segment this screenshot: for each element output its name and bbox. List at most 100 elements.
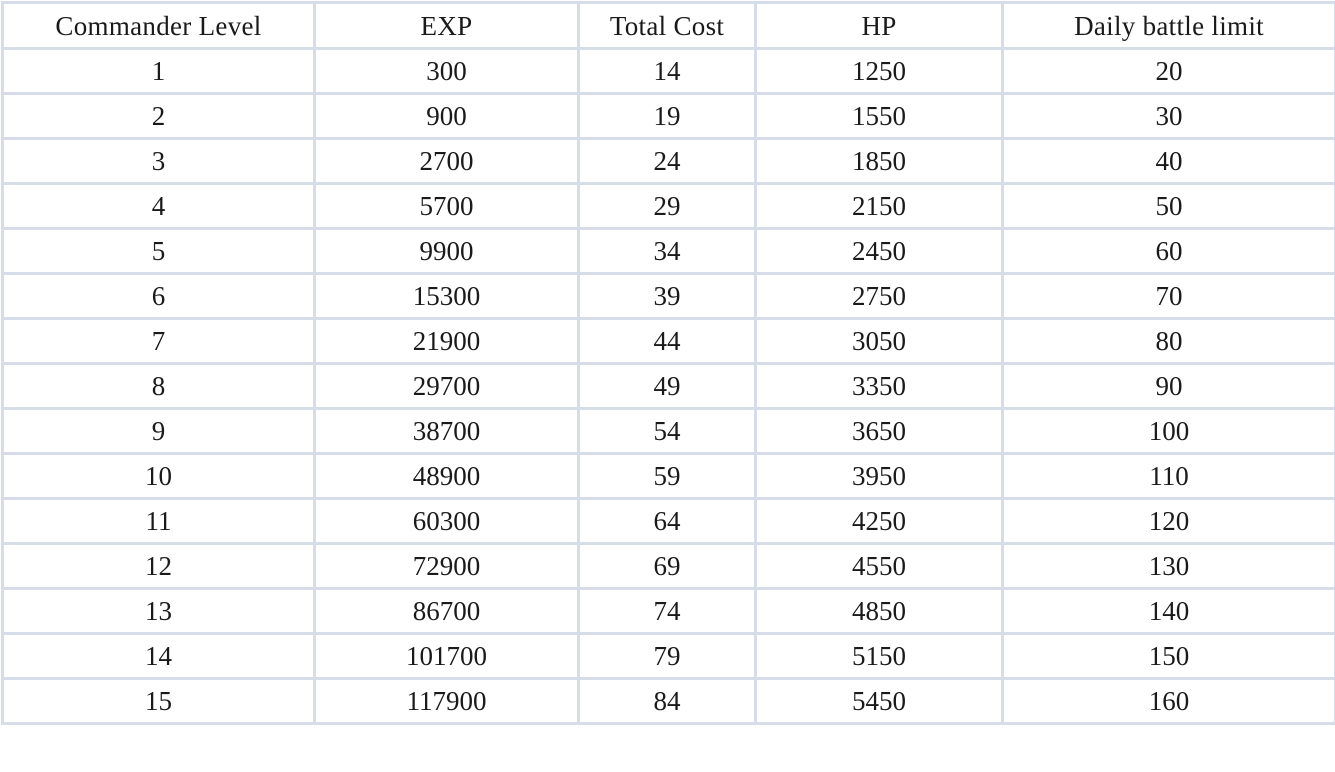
cell-commander-level: 15 [1,677,316,725]
cell-daily-battle-limit: 30 [1001,92,1335,140]
cell-total-cost: 19 [577,92,757,140]
cell-exp: 29700 [313,362,580,410]
cell-commander-level: 2 [1,92,316,140]
cell-total-cost: 49 [577,362,757,410]
cell-exp: 101700 [313,632,580,680]
cell-hp: 1550 [754,92,1004,140]
cell-exp: 48900 [313,452,580,500]
table-row: 11 60300 64 4250 120 [1,497,1335,545]
cell-commander-level: 13 [1,587,316,635]
cell-exp: 86700 [313,587,580,635]
cell-daily-battle-limit: 100 [1001,407,1335,455]
cell-daily-battle-limit: 160 [1001,677,1335,725]
cell-total-cost: 44 [577,317,757,365]
cell-total-cost: 24 [577,137,757,185]
cell-daily-battle-limit: 150 [1001,632,1335,680]
cell-commander-level: 10 [1,452,316,500]
cell-hp: 4550 [754,542,1004,590]
cell-total-cost: 79 [577,632,757,680]
cell-hp: 4850 [754,587,1004,635]
cell-commander-level: 1 [1,47,316,95]
table-row: 5 9900 34 2450 60 [1,227,1335,275]
cell-exp: 117900 [313,677,580,725]
cell-total-cost: 69 [577,542,757,590]
cell-commander-level: 7 [1,317,316,365]
cell-daily-battle-limit: 50 [1001,182,1335,230]
table-row: 2 900 19 1550 30 [1,92,1335,140]
cell-hp: 2150 [754,182,1004,230]
cell-commander-level: 14 [1,632,316,680]
table-row: 7 21900 44 3050 80 [1,317,1335,365]
cell-commander-level: 5 [1,227,316,275]
cell-daily-battle-limit: 110 [1001,452,1335,500]
table-row: 10 48900 59 3950 110 [1,452,1335,500]
cell-total-cost: 54 [577,407,757,455]
cell-daily-battle-limit: 120 [1001,497,1335,545]
cell-daily-battle-limit: 40 [1001,137,1335,185]
header-hp: HP [754,1,1004,50]
cell-commander-level: 8 [1,362,316,410]
cell-commander-level: 4 [1,182,316,230]
header-total-cost: Total Cost [577,1,757,50]
cell-exp: 72900 [313,542,580,590]
table-row: 14 101700 79 5150 150 [1,632,1335,680]
cell-exp: 38700 [313,407,580,455]
commander-level-table: Commander Level EXP Total Cost HP Daily … [1,1,1335,725]
cell-total-cost: 59 [577,452,757,500]
cell-exp: 15300 [313,272,580,320]
cell-hp: 3950 [754,452,1004,500]
table-row: 9 38700 54 3650 100 [1,407,1335,455]
cell-hp: 1250 [754,47,1004,95]
cell-commander-level: 11 [1,497,316,545]
cell-daily-battle-limit: 130 [1001,542,1335,590]
cell-hp: 5450 [754,677,1004,725]
cell-daily-battle-limit: 80 [1001,317,1335,365]
cell-daily-battle-limit: 140 [1001,587,1335,635]
cell-hp: 3650 [754,407,1004,455]
cell-commander-level: 6 [1,272,316,320]
table-row: 8 29700 49 3350 90 [1,362,1335,410]
cell-total-cost: 84 [577,677,757,725]
cell-total-cost: 29 [577,182,757,230]
table-header: Commander Level EXP Total Cost HP Daily … [1,1,1335,50]
cell-total-cost: 14 [577,47,757,95]
cell-total-cost: 39 [577,272,757,320]
cell-exp: 5700 [313,182,580,230]
table-row: 3 2700 24 1850 40 [1,137,1335,185]
cell-hp: 5150 [754,632,1004,680]
table-row: 13 86700 74 4850 140 [1,587,1335,635]
cell-exp: 2700 [313,137,580,185]
cell-hp: 3050 [754,317,1004,365]
cell-exp: 21900 [313,317,580,365]
table-row: 15 117900 84 5450 160 [1,677,1335,725]
cell-exp: 60300 [313,497,580,545]
table-row: 4 5700 29 2150 50 [1,182,1335,230]
cell-exp: 300 [313,47,580,95]
cell-hp: 2450 [754,227,1004,275]
cell-daily-battle-limit: 70 [1001,272,1335,320]
cell-daily-battle-limit: 20 [1001,47,1335,95]
cell-commander-level: 9 [1,407,316,455]
table-row: 12 72900 69 4550 130 [1,542,1335,590]
cell-exp: 900 [313,92,580,140]
cell-total-cost: 34 [577,227,757,275]
header-commander-level: Commander Level [1,1,316,50]
cell-total-cost: 64 [577,497,757,545]
cell-total-cost: 74 [577,587,757,635]
cell-hp: 2750 [754,272,1004,320]
table-row: 1 300 14 1250 20 [1,47,1335,95]
header-daily-battle-limit: Daily battle limit [1001,1,1335,50]
cell-hp: 4250 [754,497,1004,545]
cell-hp: 1850 [754,137,1004,185]
cell-commander-level: 3 [1,137,316,185]
table-body: 1 300 14 1250 20 2 900 19 1550 30 3 2700… [1,47,1335,725]
cell-hp: 3350 [754,362,1004,410]
header-exp: EXP [313,1,580,50]
cell-daily-battle-limit: 90 [1001,362,1335,410]
table-row: 6 15300 39 2750 70 [1,272,1335,320]
cell-commander-level: 12 [1,542,316,590]
cell-exp: 9900 [313,227,580,275]
cell-daily-battle-limit: 60 [1001,227,1335,275]
header-row: Commander Level EXP Total Cost HP Daily … [1,1,1335,50]
